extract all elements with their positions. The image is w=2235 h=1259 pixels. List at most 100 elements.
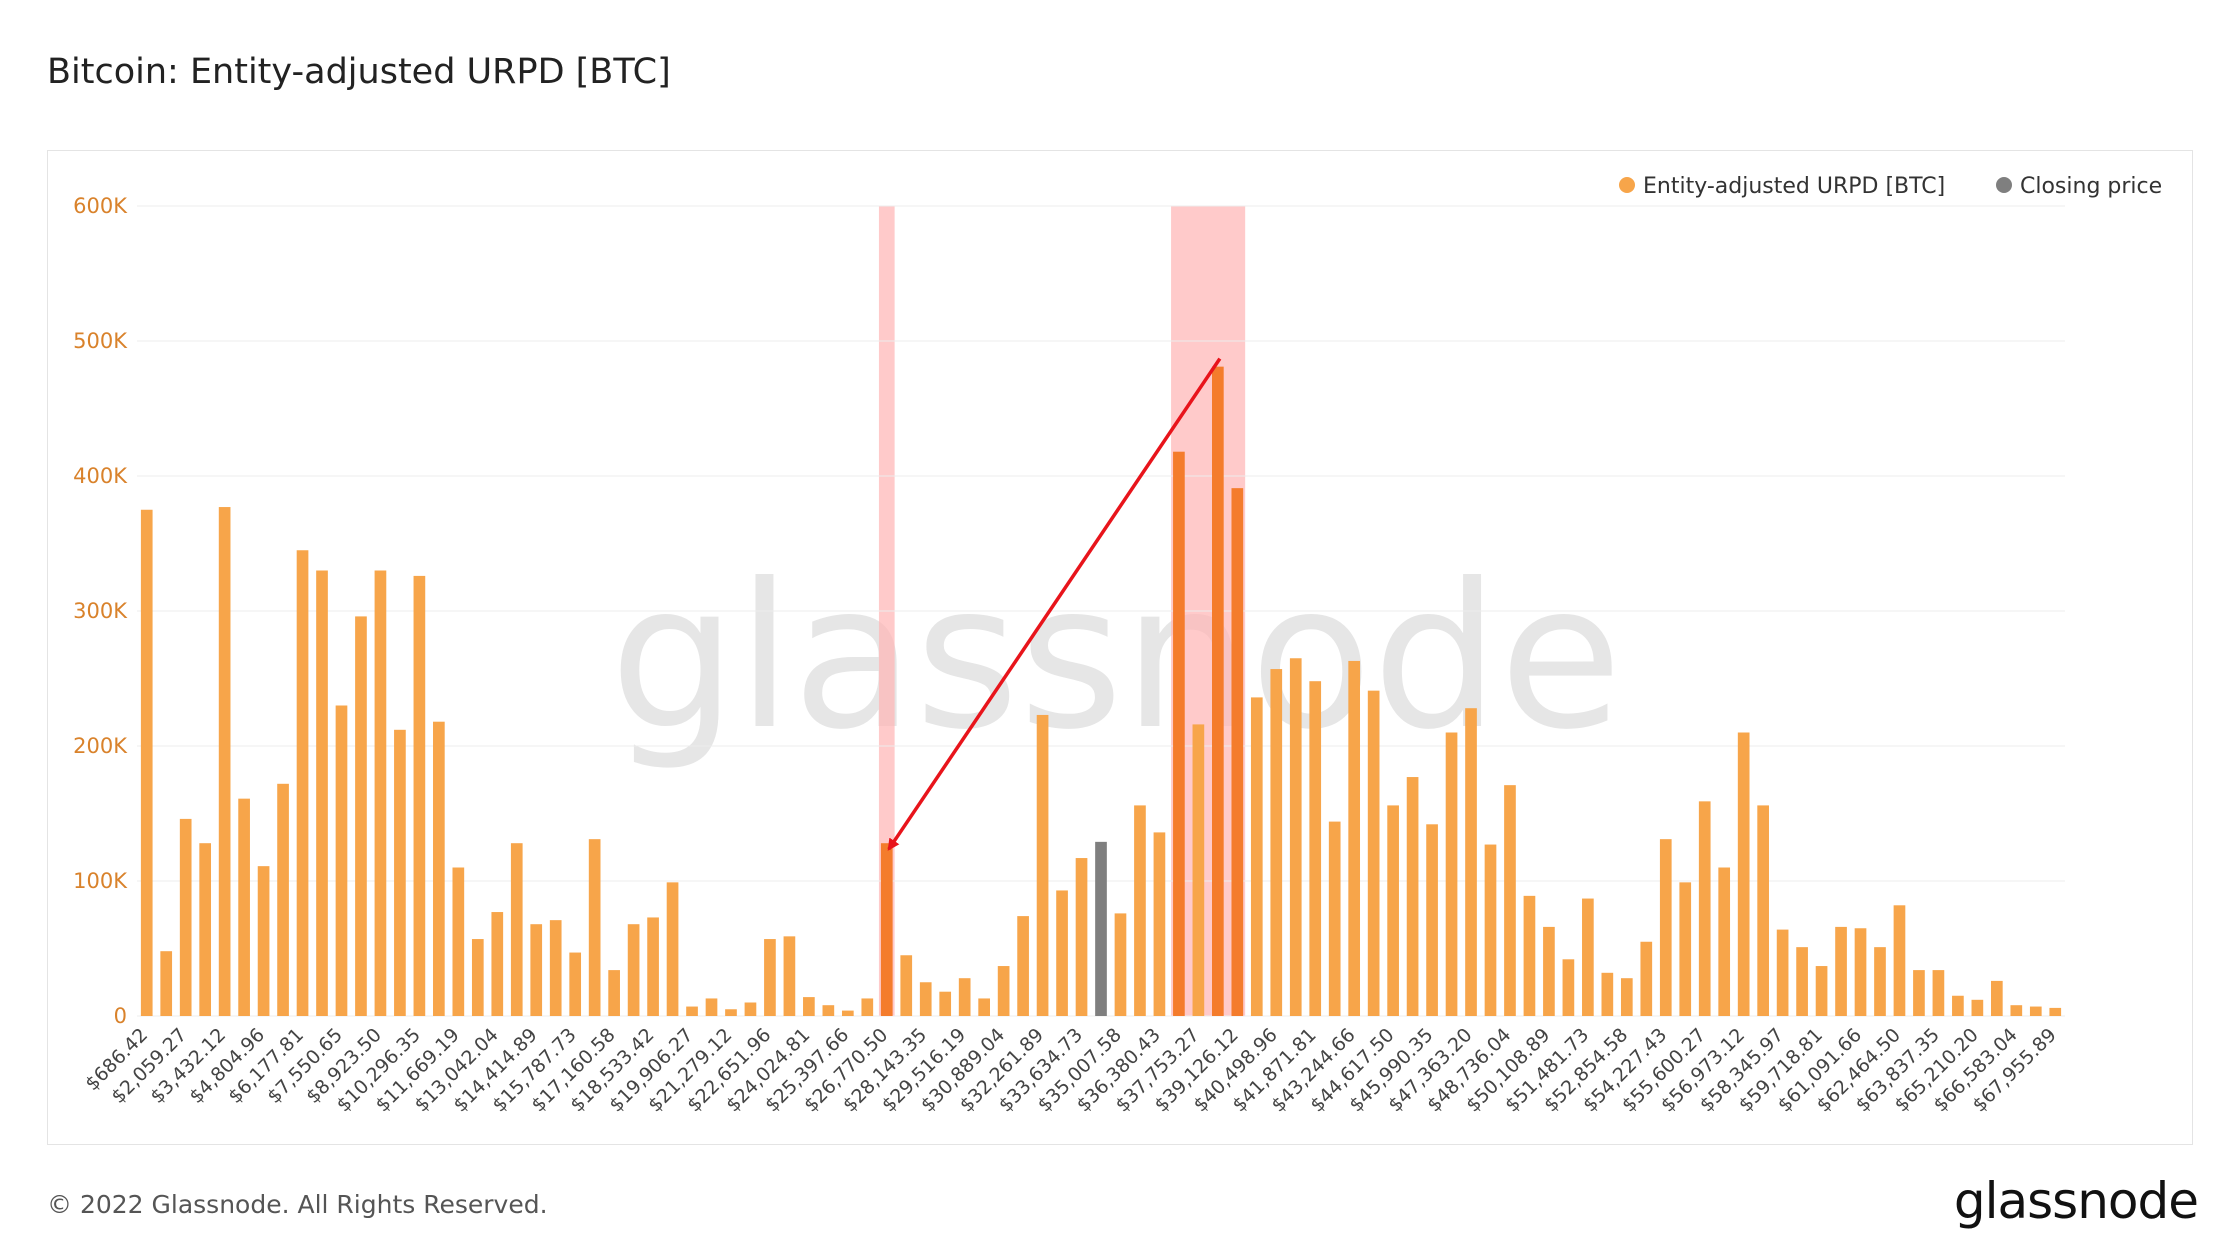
y-tick-label: 200K [73,734,128,758]
bar [803,997,815,1016]
bar [1640,941,1653,1016]
bar [1796,947,1808,1016]
bar [1056,890,1068,1016]
bar [296,550,309,1016]
bar [1952,995,1964,1016]
bar [1270,669,1283,1016]
bar [1504,785,1516,1016]
bar [218,507,231,1016]
bar [900,955,913,1016]
annotations [887,357,1222,851]
bar [530,924,543,1016]
bar [394,729,406,1016]
bar [1367,690,1380,1016]
bar [1971,999,1984,1016]
glassnode-logo: glassnode [1953,1172,2199,1230]
bar [1445,732,1458,1016]
y-tick-label: 0 [114,1004,127,1028]
legend-marker-closing-price [1996,177,2012,193]
bar [958,978,971,1016]
bar [355,616,367,1016]
legend-item-urpd[interactable]: Entity-adjusted URPD [BTC] [1643,174,1945,199]
bar [1387,805,1399,1016]
bar [510,843,523,1016]
bar [1562,959,1575,1016]
bar [160,951,173,1016]
bar [1406,777,1419,1016]
footer-copyright: © 2022 Glassnode. All Rights Reserved. [47,1190,548,1219]
bar [783,936,796,1016]
bar [452,867,465,1016]
y-tick-label: 400K [73,464,128,488]
bar [433,721,445,1016]
bar [238,798,250,1016]
bar [179,818,192,1016]
bar-highlighted [1173,451,1185,1016]
bar [1075,858,1088,1016]
bar [277,783,289,1016]
annotation-arrow [887,357,1222,851]
bar [608,970,620,1016]
bar [978,998,990,1016]
bar [1289,658,1302,1016]
bar [335,705,348,1016]
bar [744,1002,757,1016]
bar [1484,844,1497,1016]
bar [1192,724,1205,1016]
y-tick-label: 100K [73,869,128,893]
chart-title: Bitcoin: Entity-adjusted URPD [BTC] [47,52,671,92]
bar [861,998,874,1016]
bar [1659,839,1672,1016]
legend-item-closing-price[interactable]: Closing price [2020,174,2162,199]
bar [1874,947,1886,1016]
bar [1601,972,1614,1016]
bar [1932,970,1945,1016]
bar [686,1006,698,1016]
bar [841,1010,854,1016]
bar [666,882,679,1016]
legend[interactable]: Entity-adjusted URPD [BTC] Closing price [1619,174,2162,199]
bar [374,570,387,1016]
bar [199,843,212,1016]
bar [1582,898,1594,1016]
bar [1913,970,1925,1016]
bar [1543,926,1555,1016]
bar [1036,714,1049,1016]
bar [1523,895,1536,1016]
closing-price-bar [1095,841,1107,1016]
bar [1815,966,1828,1016]
bar [1757,805,1769,1016]
y-tick-label: 500K [73,329,128,353]
y-tick-label: 300K [73,599,128,623]
bar-highlighted [1212,366,1224,1016]
bar [1114,913,1127,1016]
bar [1737,732,1750,1016]
bar [2029,1006,2042,1016]
bar-highlighted [1231,488,1244,1016]
bar [257,866,270,1016]
bar [997,966,1010,1016]
bar [549,920,562,1016]
bar [647,917,659,1016]
bar [1718,867,1731,1016]
y-tick-label: 600K [73,194,128,218]
chart-frame: glassnode 0 100K 200K 300K 400K 500K 600K $686… [47,150,2193,1145]
bar [1348,660,1361,1016]
bar [725,1009,737,1016]
bar [1328,821,1341,1016]
bar [471,939,484,1016]
legend-marker-urpd [1619,177,1635,193]
bar [569,952,582,1016]
bar [764,939,776,1016]
bar [413,575,426,1016]
bar [705,998,718,1016]
bar [627,924,640,1016]
bar [1309,681,1322,1016]
bar [1698,801,1711,1016]
bar [491,912,504,1016]
bar [1835,926,1847,1016]
bar [2010,1005,2023,1016]
bar [1854,928,1867,1016]
bar [588,839,601,1016]
